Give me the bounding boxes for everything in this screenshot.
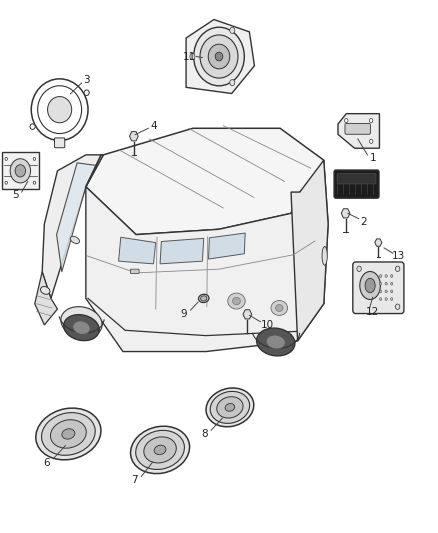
Ellipse shape [276, 304, 283, 311]
Polygon shape [130, 132, 138, 141]
Ellipse shape [84, 90, 89, 95]
Circle shape [396, 266, 400, 271]
Ellipse shape [201, 296, 207, 301]
Circle shape [230, 27, 235, 34]
Ellipse shape [210, 391, 250, 423]
Polygon shape [186, 20, 254, 93]
Polygon shape [42, 155, 103, 298]
Ellipse shape [154, 445, 166, 455]
Ellipse shape [225, 403, 235, 411]
Circle shape [379, 297, 382, 301]
Circle shape [385, 290, 387, 293]
Ellipse shape [206, 388, 254, 427]
Ellipse shape [41, 287, 50, 294]
Ellipse shape [198, 294, 209, 303]
Ellipse shape [360, 271, 381, 300]
Circle shape [391, 274, 393, 277]
Ellipse shape [48, 96, 72, 123]
Polygon shape [243, 310, 252, 319]
Circle shape [385, 282, 387, 285]
Ellipse shape [144, 437, 176, 463]
FancyBboxPatch shape [345, 124, 371, 134]
Circle shape [385, 297, 387, 301]
Circle shape [5, 181, 7, 184]
Circle shape [370, 118, 373, 123]
Circle shape [345, 118, 348, 123]
Circle shape [396, 304, 400, 310]
Circle shape [379, 274, 382, 277]
Ellipse shape [42, 413, 95, 455]
Polygon shape [341, 209, 350, 218]
Text: 1: 1 [369, 152, 376, 163]
Circle shape [5, 157, 7, 160]
Ellipse shape [233, 297, 240, 305]
FancyBboxPatch shape [353, 262, 404, 313]
Ellipse shape [71, 236, 80, 244]
Text: 7: 7 [131, 475, 138, 485]
Polygon shape [86, 128, 324, 235]
Circle shape [190, 53, 195, 60]
Circle shape [391, 282, 393, 285]
Ellipse shape [15, 165, 25, 177]
Ellipse shape [228, 293, 245, 309]
Ellipse shape [271, 301, 288, 316]
Polygon shape [375, 239, 382, 246]
Circle shape [385, 274, 387, 277]
Text: 13: 13 [392, 252, 406, 261]
Polygon shape [86, 160, 328, 352]
Text: 3: 3 [83, 76, 90, 85]
Ellipse shape [208, 44, 230, 69]
Polygon shape [57, 163, 97, 272]
Text: 10: 10 [261, 320, 274, 330]
Ellipse shape [61, 306, 102, 338]
Ellipse shape [62, 429, 75, 439]
FancyBboxPatch shape [54, 138, 65, 148]
Text: 11: 11 [183, 52, 196, 62]
Ellipse shape [30, 124, 35, 130]
Circle shape [391, 290, 393, 293]
Ellipse shape [136, 430, 184, 470]
Ellipse shape [322, 247, 327, 265]
FancyBboxPatch shape [337, 173, 376, 184]
Circle shape [379, 282, 382, 285]
Circle shape [370, 139, 373, 143]
Polygon shape [160, 238, 204, 264]
Polygon shape [291, 160, 328, 341]
Circle shape [33, 157, 35, 160]
Ellipse shape [215, 52, 223, 61]
Polygon shape [338, 114, 379, 148]
Text: 9: 9 [181, 309, 187, 319]
Polygon shape [119, 237, 155, 264]
Text: 2: 2 [360, 217, 367, 228]
Text: 8: 8 [201, 429, 208, 439]
Ellipse shape [10, 159, 31, 183]
Ellipse shape [194, 27, 244, 86]
Ellipse shape [200, 35, 238, 78]
FancyBboxPatch shape [334, 170, 379, 198]
Ellipse shape [64, 314, 99, 341]
Text: 6: 6 [43, 458, 50, 468]
Polygon shape [208, 233, 245, 259]
Ellipse shape [73, 321, 90, 334]
Ellipse shape [217, 397, 243, 418]
Circle shape [33, 181, 35, 184]
Circle shape [357, 266, 361, 271]
Ellipse shape [266, 335, 285, 349]
Polygon shape [35, 272, 57, 325]
Text: 4: 4 [150, 120, 157, 131]
FancyBboxPatch shape [2, 152, 39, 189]
FancyBboxPatch shape [131, 269, 139, 273]
Circle shape [391, 297, 393, 301]
Circle shape [230, 79, 235, 86]
Ellipse shape [257, 328, 295, 356]
Ellipse shape [365, 278, 375, 293]
Ellipse shape [50, 419, 86, 448]
Ellipse shape [36, 408, 101, 460]
Text: 12: 12 [366, 307, 379, 317]
Circle shape [379, 290, 382, 293]
Ellipse shape [131, 426, 190, 474]
Text: 5: 5 [12, 190, 19, 200]
